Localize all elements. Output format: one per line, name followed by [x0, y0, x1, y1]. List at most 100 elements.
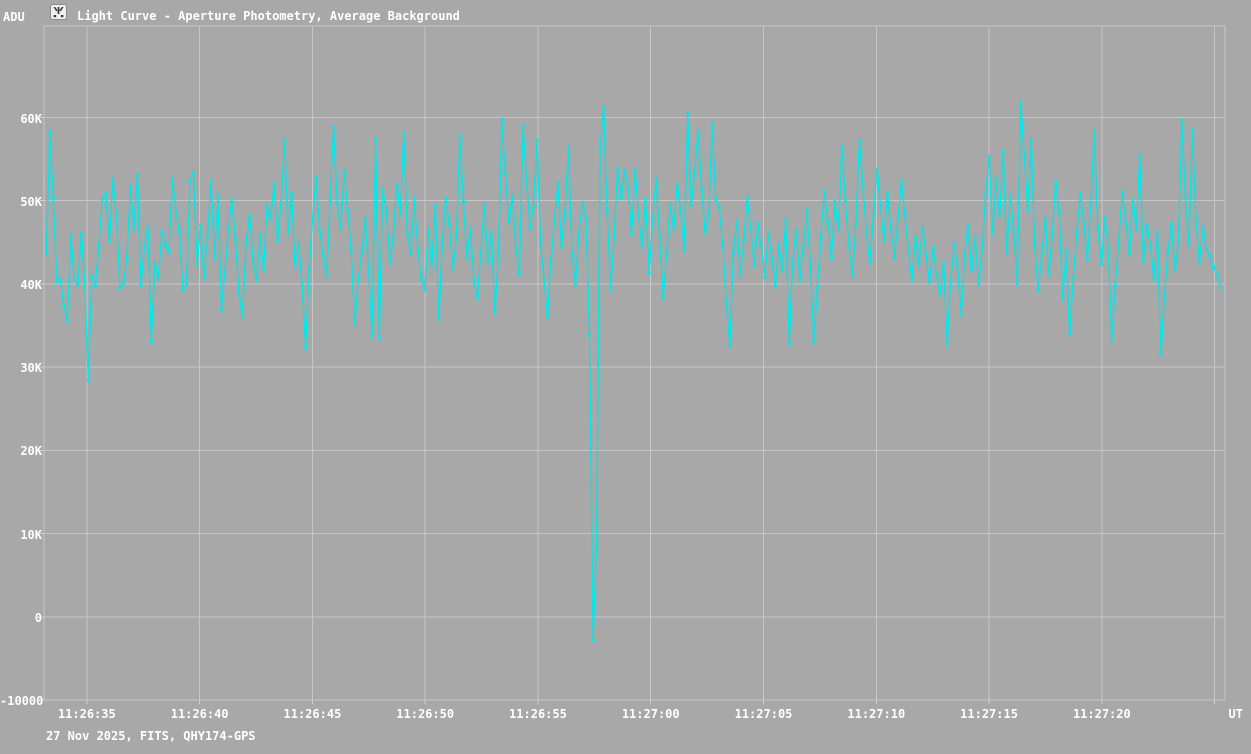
- data-point-marker: [118, 286, 122, 290]
- data-point-marker: [777, 241, 781, 245]
- data-point-marker: [314, 175, 318, 179]
- data-point-marker: [682, 248, 686, 252]
- data-point-marker: [220, 307, 223, 311]
- data-point-marker: [1131, 197, 1135, 201]
- x-tick-label: 11:27:00: [621, 707, 680, 721]
- x-tick-label: 11:26:35: [57, 707, 116, 721]
- data-point-marker: [199, 223, 202, 227]
- x-tick-label: 11:26:55: [509, 707, 567, 721]
- data-point-marker: [423, 288, 427, 292]
- data-point-marker: [861, 184, 865, 188]
- data-point-marker: [665, 251, 669, 255]
- data-point-marker: [875, 168, 879, 172]
- data-point-marker: [644, 197, 648, 201]
- data-point-marker: [290, 191, 294, 195]
- data-point-marker: [847, 244, 851, 248]
- data-point-marker: [539, 240, 542, 243]
- chart-title: Light Curve - Aperture Photometry, Avera…: [77, 9, 460, 23]
- data-point-marker: [728, 344, 732, 348]
- data-point-marker: [465, 256, 469, 260]
- data-point-marker: [893, 256, 896, 260]
- data-point-marker: [1099, 262, 1103, 266]
- data-point-marker: [360, 250, 364, 254]
- data-point-marker: [307, 268, 311, 272]
- data-point-marker: [1124, 219, 1128, 223]
- data-point-marker: [553, 219, 556, 223]
- data-point-marker: [931, 245, 935, 249]
- data-point-marker: [1036, 288, 1040, 292]
- data-point-marker: [924, 252, 928, 256]
- data-point-marker: [1050, 233, 1054, 237]
- data-point-marker: [843, 198, 847, 202]
- data-point-marker: [234, 237, 237, 241]
- data-point-marker: [794, 228, 798, 232]
- data-point-marker: [640, 244, 644, 248]
- data-point-marker: [1047, 272, 1051, 276]
- data-point-marker: [857, 139, 861, 143]
- data-point-marker: [114, 212, 118, 216]
- data-point-marker: [738, 273, 742, 277]
- data-point-marker: [48, 130, 52, 134]
- data-point-marker: [367, 270, 371, 273]
- data-point-marker: [900, 179, 903, 183]
- data-point-marker: [577, 229, 581, 233]
- data-point-marker: [567, 145, 570, 149]
- data-point-marker: [956, 265, 960, 268]
- data-point-marker: [907, 249, 910, 253]
- data-point-marker: [693, 169, 697, 173]
- data-point-marker: [970, 268, 974, 272]
- data-point-marker: [44, 252, 48, 256]
- data-point-marker: [468, 225, 472, 228]
- data-point-marker: [374, 137, 378, 141]
- data-point-marker: [1145, 223, 1149, 227]
- light-curve-line: [45, 100, 1222, 641]
- data-point-marker: [865, 232, 868, 236]
- data-point-marker: [1201, 225, 1205, 229]
- data-point-marker: [1106, 246, 1110, 250]
- data-point-marker: [69, 234, 73, 238]
- data-point-marker: [921, 225, 924, 228]
- data-point-marker: [998, 213, 1002, 217]
- data-point-marker: [672, 226, 676, 230]
- data-point-marker: [209, 180, 213, 184]
- data-point-marker: [58, 277, 62, 281]
- data-point-marker: [321, 254, 325, 258]
- data-point-marker: [62, 304, 66, 308]
- data-point-marker: [528, 225, 532, 229]
- data-point-marker: [79, 231, 83, 235]
- data-point-marker: [1152, 277, 1156, 281]
- data-point-marker: [1043, 217, 1047, 221]
- data-point-marker: [710, 121, 714, 125]
- data-point-marker: [370, 334, 374, 337]
- x-tick-label: 11:26:50: [396, 707, 455, 721]
- data-point-marker: [1138, 154, 1142, 158]
- x-axis-unit-label: UT: [1228, 707, 1243, 721]
- data-point-marker: [479, 249, 483, 253]
- data-point-marker: [798, 279, 802, 283]
- data-point-marker: [535, 138, 539, 142]
- data-point-marker: [1117, 237, 1121, 241]
- data-point-marker: [609, 289, 613, 293]
- data-point-marker: [1012, 226, 1016, 230]
- data-point-marker: [353, 322, 357, 326]
- data-point-marker: [1096, 225, 1100, 229]
- data-point-marker: [398, 213, 402, 217]
- data-point-marker: [984, 192, 988, 196]
- data-point-marker: [882, 239, 886, 243]
- data-point-marker: [223, 269, 227, 273]
- data-point-marker: [1159, 353, 1163, 357]
- data-point-marker: [714, 197, 718, 201]
- data-point-marker: [700, 187, 704, 191]
- data-point-marker: [889, 227, 893, 231]
- data-point-marker: [332, 125, 336, 129]
- data-point-marker: [86, 379, 90, 382]
- data-point-marker: [1019, 99, 1023, 103]
- data-point-marker: [55, 280, 59, 283]
- data-point-marker: [886, 190, 889, 194]
- data-point-marker: [942, 260, 946, 264]
- data-point-marker: [829, 255, 833, 259]
- data-point-marker: [97, 244, 101, 248]
- data-point-marker: [707, 214, 711, 218]
- data-point-marker: [1190, 127, 1194, 131]
- data-point-marker: [822, 188, 826, 192]
